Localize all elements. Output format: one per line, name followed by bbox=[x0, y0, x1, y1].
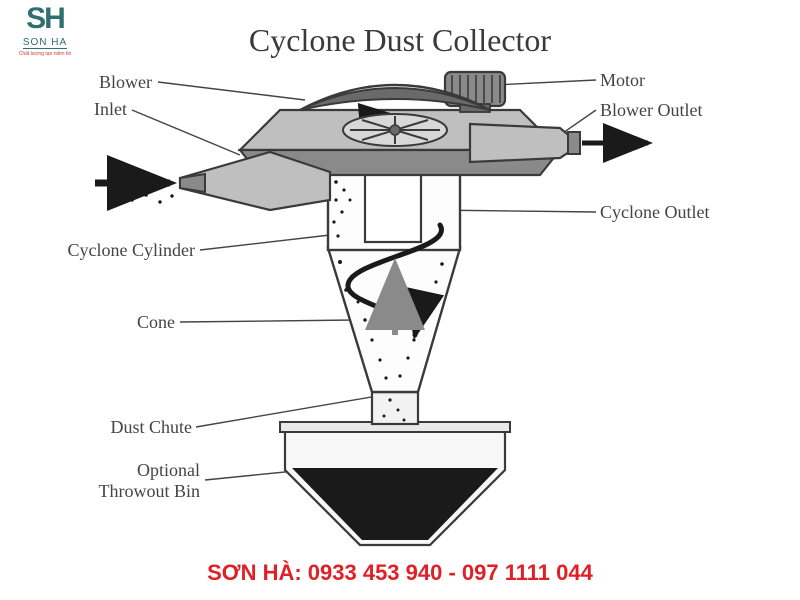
inlet-flow bbox=[95, 168, 174, 203]
blower-outlet-duct bbox=[470, 124, 648, 162]
dust-chute bbox=[372, 392, 418, 424]
cyclone-diagram bbox=[0, 0, 800, 600]
throwout-bin bbox=[280, 422, 510, 545]
